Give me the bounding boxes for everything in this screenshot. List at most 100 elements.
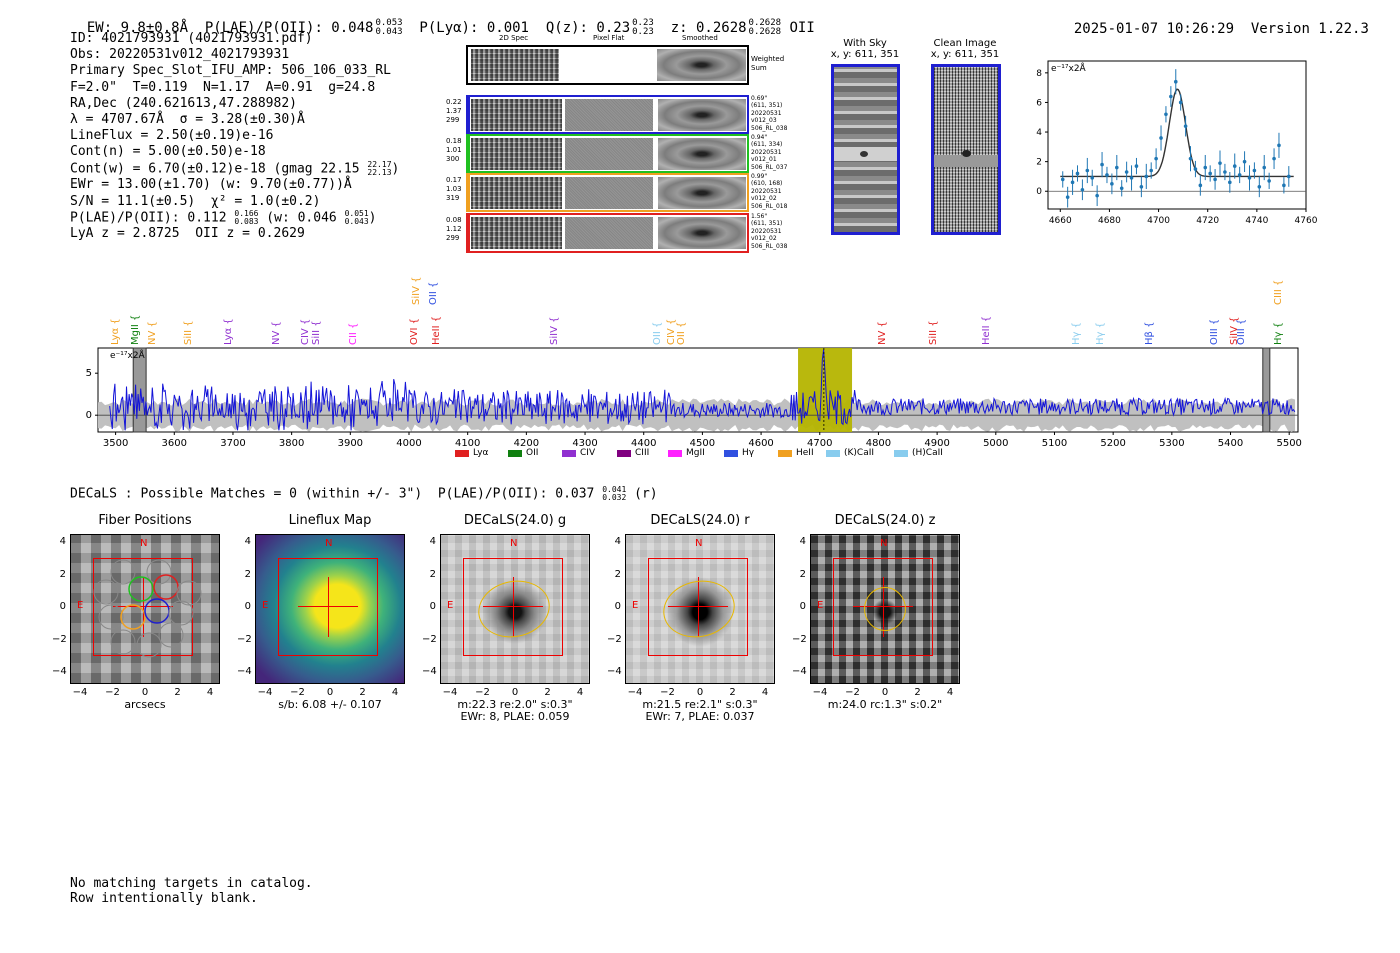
legend-label: OII [526,448,539,458]
panel-xtick-label: −4 [442,687,458,698]
panel-ytick-label: 4 [614,536,621,547]
info-plae-lo: 0.083 [234,216,259,226]
row-2d-tile [471,99,562,131]
with-sky-title: With Sky [843,38,887,49]
panel-label-1: s/b: 6.08 +/- 0.107 [278,698,382,711]
contw-lo: 22.13 [367,167,392,177]
row-meta: 20220531 [751,148,782,156]
panel-ytick-label: 2 [59,568,66,580]
info-id: ID: 4021793931 (4021793931.pdf) [70,31,313,46]
plae-w-lo: 0.043 [344,216,369,226]
full-xtick-label: 3800 [279,438,304,449]
zoom-data-point [1223,170,1227,174]
plya-value: P(Lyα): 0.001 [419,20,529,36]
source-ellipse [864,587,906,631]
spec2d-row [466,95,749,134]
row-stat: 0.18 [446,137,462,145]
with-sky-image [831,64,900,235]
row-meta: 20220531 [751,227,782,235]
row-2d-tile [471,138,562,170]
zoom-data-point [1119,186,1124,191]
qz-label: Q(z): 0.23 [545,20,631,36]
legend-entry: Lyα [455,448,488,458]
zoom-data-point [1149,168,1153,173]
compass-east: E [77,600,84,611]
version: Version 1.22.3 [1250,21,1369,37]
zoom-data-point [1262,165,1267,170]
legend-entry: OII [508,448,538,458]
row-sep [562,97,565,132]
info-sn: S/N = 11.1(±0.5) χ² = 1.0(±0.2) [70,193,321,209]
zoom-ytick-label: 2 [1036,158,1042,168]
aperture-box [278,558,378,656]
legend-label: CIII [635,448,650,458]
compass-north: N [325,538,333,549]
clean-band [934,155,998,167]
spec2d-row [466,213,749,253]
panel-xtick-label: −4 [257,687,273,698]
panel-ytick-label: −2 [607,633,622,645]
zoom-data-point [1213,177,1217,182]
fiber-circle [168,600,194,626]
full-xtick-label: 5500 [1276,438,1301,449]
zoom-data-point [1208,171,1212,176]
row-right-meta: 0.94" (611, 334) 20220531 v012_01 506_RL_037 [751,134,787,171]
clean-source-dot [962,150,971,157]
panel-label-2: EWr: 7, PLAE: 0.037 [645,710,755,723]
full-xtick-label: 3600 [162,438,187,449]
row-stat: 0.22 [446,98,462,106]
panel-ytick-label: 0 [614,601,621,612]
full-xtick-label: 5100 [1042,438,1067,449]
legend-label: (K)CaII [844,448,875,458]
row-smooth-tile [658,217,746,249]
panel-label-1: arcsecs [124,698,166,711]
zoom-data-point [1247,176,1252,180]
zoom-data-point [1164,112,1168,117]
qz-lo: 0.23 [632,27,654,37]
panel-xtick-label: 2 [359,687,366,698]
row-meta: (610, 168) [751,180,783,188]
panel-ytick-label: −2 [52,633,67,645]
z-line: OII [789,20,815,36]
clean-title: Clean Image [933,38,997,49]
col-2d-spec: 2D Spec [499,34,529,42]
info-ewr: EWr = 13.00(±1.70) (w: 9.70(±0.77))Å [70,177,352,193]
clean-image [931,64,1001,235]
info-contw: Cont(w) = 6.70(±0.12)e-18 (gmag 22.15 22… [70,160,399,178]
row-stat: 1.03 [446,185,462,193]
panel-ytick-label: −2 [237,633,252,645]
zoom-xtick-label: 4700 [1147,216,1170,226]
legend-entry: MgII [668,448,705,458]
full-xtick-label: 5000 [983,438,1008,449]
panel-title: DECaLS(24.0) r [650,513,750,528]
row-smooth-tile [658,99,746,131]
weighted-2d-tile [471,49,559,81]
full-xtick-label: 4100 [455,438,480,449]
ew-value: EW: 9.8±0.8Å [86,20,189,36]
panel-label-1: m:24.0 rc:1.3" s:0.2" [827,698,943,711]
crosshair-v [513,577,514,637]
zoom-data-point [1277,143,1281,148]
row-stat: 299 [446,234,460,242]
fiber-circle [146,559,172,585]
plae-text: P(LAE)/P(OII): 0.112 [70,210,227,226]
z-label: z: 0.2628 [670,20,747,36]
row-meta: v012_01 [751,156,777,164]
zoom-data-point [1134,164,1139,168]
zoom-ytick-label: 6 [1036,98,1042,108]
full-xtick-label: 3900 [338,438,363,449]
zoom-ytick-label: 0 [1036,187,1042,197]
row-flat-tile [565,217,653,249]
row-left-stats: 0.08 1.12 299 [446,216,462,243]
col-pixel-flat: Pixel Flat [593,34,625,42]
zoom-xtick-label: 4760 [1295,216,1318,226]
row-stat: 319 [446,194,460,202]
spec2d-row [466,134,749,173]
panel-xtick-label: 0 [326,687,334,698]
weighted-smooth-tile [657,49,746,81]
panel-xtick-label: 2 [544,687,551,698]
zoom-data-point [1110,182,1114,186]
compass-north: N [510,538,518,549]
crosshair-v [328,577,329,637]
